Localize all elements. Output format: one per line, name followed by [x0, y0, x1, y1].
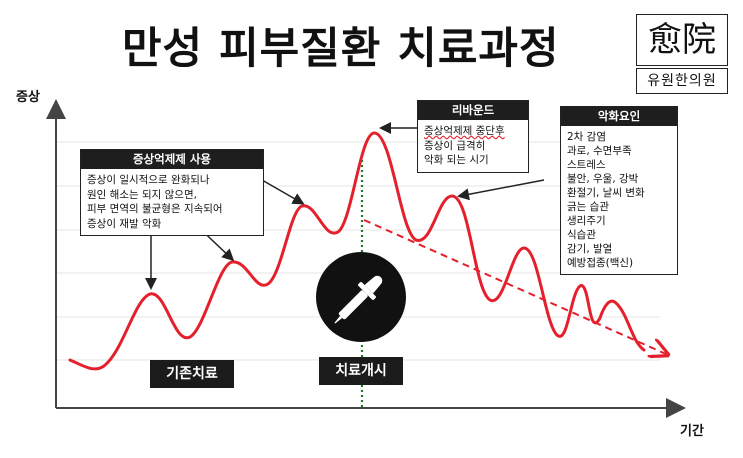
callout-line: 피부 면역의 불균형은 지속되어	[87, 203, 223, 215]
callout-heading: 증상억제제 사용	[81, 150, 263, 169]
callout-line: 증상이 재발 악화	[87, 217, 162, 230]
dropper-icon	[316, 252, 406, 342]
callout-line: 불안, 우울, 강박	[567, 173, 639, 185]
symptom-suppressant-callout: 증상억제제 사용 증상이 일시적으로 완화되나 원인 해소는 되지 않으면, 피…	[80, 149, 264, 236]
callout-heading: 리바운드	[418, 101, 528, 120]
callout-line: 원인 해소는 되지 않으면,	[87, 188, 197, 201]
symptom-curve	[68, 131, 646, 371]
callout-arrow	[261, 179, 305, 205]
callout-line: 2차 감염	[567, 131, 606, 143]
callout-line: 생리주기	[567, 215, 606, 227]
page-title: 만성 피부질환 치료과정	[122, 24, 560, 74]
y-axis-label: 증상	[16, 90, 40, 105]
callout-line: 식습관	[567, 229, 596, 241]
callout-line: 증상이 일시적으로 완화되나	[87, 174, 210, 186]
callout-line: 예방접종(백신)	[567, 257, 634, 269]
callout-line: 긁는 습관	[567, 201, 609, 213]
rebound-callout: 리바운드 증상억제제 중단후 증상이 급격히 악화 되는 시기	[417, 100, 529, 173]
treatment-start-label: 치료개시	[319, 357, 403, 385]
callout-arrow	[457, 179, 545, 201]
callout-line: 증상억제제 중단후	[424, 125, 505, 137]
callout-line: 감기, 발열	[567, 243, 613, 255]
clinic-logo: 愈院 유원한의원	[636, 14, 728, 94]
logo-hanja: 愈院	[636, 14, 728, 66]
callout-heading: 악화요인	[561, 107, 677, 126]
existing-treatment-label: 기존치료	[150, 360, 234, 388]
callout-line: 과로, 수면부족	[567, 145, 632, 157]
logo-name: 유원한의원	[636, 68, 728, 94]
callout-line: 환절기, 날씨 변화	[567, 187, 645, 199]
callout-line: 증상이 급격히	[424, 139, 486, 152]
aggravating-factors-callout: 악화요인 2차 감염 과로, 수면부족 스트레스 불안, 우울, 강박 환절기,…	[560, 106, 678, 275]
callout-line: 악화 되는 시기	[424, 154, 489, 166]
x-axis-label: 기간	[680, 424, 704, 439]
callout-line: 스트레스	[567, 159, 606, 171]
